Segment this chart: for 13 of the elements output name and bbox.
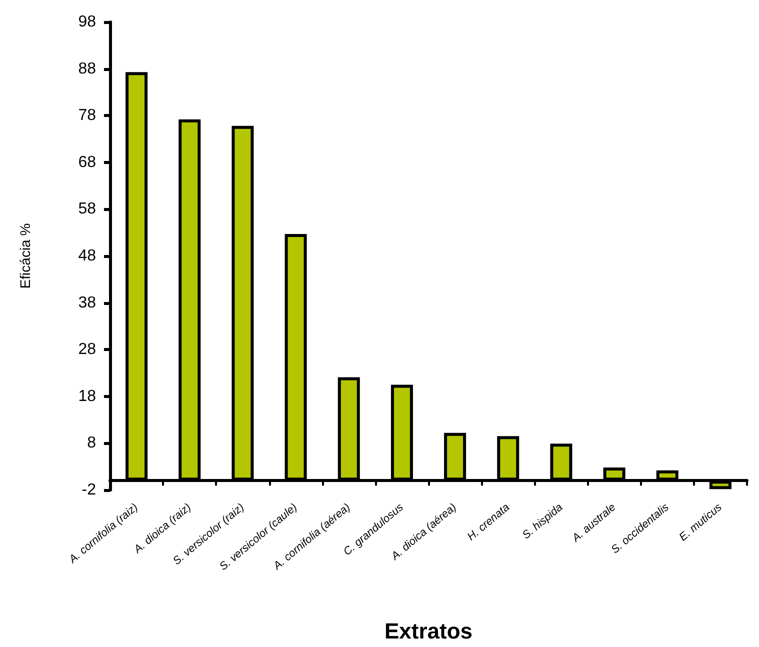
y-tick-label: 68 bbox=[78, 154, 96, 171]
y-tick-label: 38 bbox=[78, 294, 96, 312]
y-tick-label: 48 bbox=[78, 248, 96, 264]
y-tick-label: 78 bbox=[78, 107, 96, 124]
y-tick-label: 98 bbox=[78, 14, 96, 30]
y-tick-label: 18 bbox=[78, 388, 96, 405]
y-tick-label: -2 bbox=[82, 482, 96, 498]
y-tick-label: 58 bbox=[78, 200, 96, 218]
y-tick-label: 8 bbox=[87, 434, 96, 452]
y-tick-label: 28 bbox=[78, 341, 96, 358]
x-axis-title: Extratos bbox=[384, 618, 473, 644]
y-axis-title: Eficácia % bbox=[17, 223, 33, 289]
y-tick-label: 88 bbox=[78, 60, 96, 78]
